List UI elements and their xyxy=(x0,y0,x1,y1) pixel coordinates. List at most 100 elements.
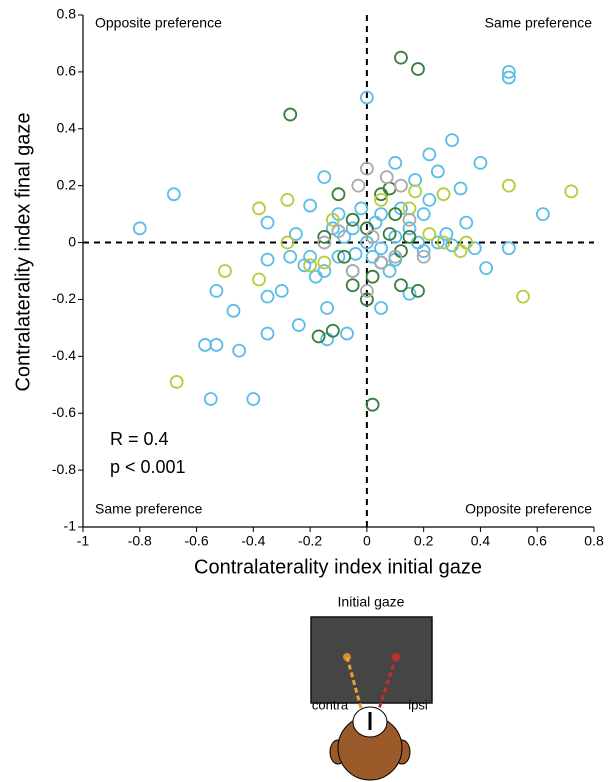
point xyxy=(411,284,425,298)
point xyxy=(198,338,212,352)
x-tick-label: -0.2 xyxy=(298,533,322,549)
point xyxy=(252,201,266,216)
x-axis-label: Contralaterality index initial gaze xyxy=(194,556,482,578)
point xyxy=(359,284,374,298)
point xyxy=(430,164,445,179)
illustration: Initial gaze contra ipsi xyxy=(310,594,433,781)
point xyxy=(402,221,417,236)
point xyxy=(402,229,417,244)
point xyxy=(374,192,388,207)
y-tick-label: -0.6 xyxy=(52,404,76,420)
point xyxy=(354,201,369,216)
point xyxy=(402,212,417,227)
point xyxy=(411,62,425,76)
x-tick-label: 0.6 xyxy=(527,533,547,549)
x-tick-label: 0.2 xyxy=(414,533,434,549)
point xyxy=(260,326,275,341)
y-tick-label: -0.2 xyxy=(52,290,76,306)
point xyxy=(348,247,363,261)
point xyxy=(422,147,437,162)
point xyxy=(439,227,454,241)
annotation: p < 0.001 xyxy=(110,457,186,477)
annotation: Same preference xyxy=(485,15,593,31)
point xyxy=(291,318,306,332)
point xyxy=(564,184,579,199)
point xyxy=(453,181,468,196)
point xyxy=(169,375,184,389)
point xyxy=(501,70,516,85)
point xyxy=(303,198,318,213)
point xyxy=(260,252,275,267)
point xyxy=(337,249,352,264)
point xyxy=(374,207,388,222)
point xyxy=(351,178,366,193)
point xyxy=(303,249,318,264)
point xyxy=(325,212,340,227)
point xyxy=(402,286,417,301)
point xyxy=(359,161,374,176)
point xyxy=(359,292,374,307)
point xyxy=(365,269,380,284)
point xyxy=(536,207,550,222)
point xyxy=(416,207,431,222)
point xyxy=(394,50,408,65)
point xyxy=(459,215,474,230)
gaze-line xyxy=(376,656,398,713)
point xyxy=(331,249,346,264)
point xyxy=(408,173,423,187)
point xyxy=(280,235,295,250)
point xyxy=(416,249,431,264)
point xyxy=(345,212,360,227)
point xyxy=(445,133,459,148)
x-tick-label: -0.8 xyxy=(128,533,152,549)
point xyxy=(325,323,340,338)
point xyxy=(283,107,298,122)
point xyxy=(388,249,403,264)
x-tick-label: 0.4 xyxy=(471,533,491,549)
point xyxy=(422,192,437,207)
point xyxy=(501,64,516,79)
point xyxy=(459,235,474,250)
x-tick-label: 0 xyxy=(363,533,371,549)
point xyxy=(467,241,482,256)
point xyxy=(331,187,346,202)
point xyxy=(388,207,403,222)
point xyxy=(340,326,354,341)
point xyxy=(365,229,380,244)
y-tick-label: -0.8 xyxy=(52,461,76,477)
label-ipsi: ipsi xyxy=(408,697,428,712)
point xyxy=(203,392,218,406)
x-tick-label: -0.4 xyxy=(241,533,265,549)
point xyxy=(473,156,488,170)
x-tick-label: 0.8 xyxy=(584,533,604,549)
point xyxy=(274,284,289,298)
point xyxy=(501,241,516,256)
point xyxy=(374,301,388,315)
point xyxy=(382,264,397,278)
point xyxy=(280,192,295,207)
y-tick-label: 0.2 xyxy=(57,176,77,192)
annotation: Opposite preference xyxy=(465,501,592,517)
point xyxy=(388,252,403,267)
point xyxy=(430,235,445,250)
x-tick-label: -0.6 xyxy=(184,533,208,549)
point xyxy=(283,249,298,264)
point xyxy=(260,215,275,230)
y-tick-label: -1 xyxy=(64,518,77,534)
point xyxy=(209,284,224,298)
y-tick-label: 0 xyxy=(68,233,76,249)
point xyxy=(359,90,374,105)
point xyxy=(374,241,388,256)
point xyxy=(209,338,224,352)
point xyxy=(408,184,423,199)
point xyxy=(232,343,247,358)
point xyxy=(311,329,326,344)
point xyxy=(382,227,397,241)
point xyxy=(479,261,494,276)
point xyxy=(345,264,360,278)
point xyxy=(388,156,403,170)
point xyxy=(501,178,516,193)
point xyxy=(260,289,275,304)
point xyxy=(436,235,451,250)
point xyxy=(218,264,232,278)
